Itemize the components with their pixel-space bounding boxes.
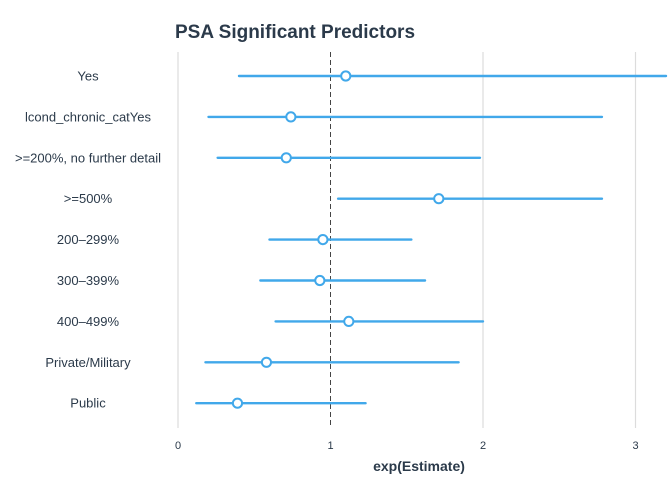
grid-lines — [177, 52, 637, 428]
category-label: Private/Military — [45, 355, 131, 370]
estimate-point — [343, 315, 355, 327]
category-label: Public — [70, 396, 106, 411]
x-tick-label: 0 — [175, 440, 181, 452]
chart-title: PSA Significant Predictors — [175, 22, 415, 43]
estimate-point — [231, 397, 244, 409]
x-tick-label: 1 — [327, 440, 333, 452]
category-label: 200–299% — [57, 232, 120, 247]
x-axis-title: exp(Estimate) — [373, 458, 465, 474]
estimate-point — [317, 234, 329, 246]
category-label: 300–399% — [57, 273, 120, 288]
estimate-point — [285, 111, 297, 123]
x-tick-label: 3 — [632, 440, 638, 452]
estimate-point — [340, 70, 352, 82]
category-label: lcond_chronic_catYes — [25, 109, 151, 124]
x-tick-label: 2 — [480, 440, 486, 452]
estimate-point — [314, 274, 326, 287]
category-label: Yes — [77, 69, 99, 84]
x-tick-labels: 0 1 2 3 — [175, 440, 639, 452]
category-labels: Yes lcond_chronic_catYes >=200%, no furthe… — [15, 69, 161, 411]
estimate-point — [433, 193, 445, 205]
interval-layer — [195, 70, 668, 409]
category-label: 400–499% — [57, 314, 120, 329]
category-label: >=200%, no further detail — [15, 150, 161, 165]
category-label: >=500% — [64, 191, 113, 206]
estimate-point — [280, 152, 292, 164]
estimate-point — [260, 356, 273, 368]
